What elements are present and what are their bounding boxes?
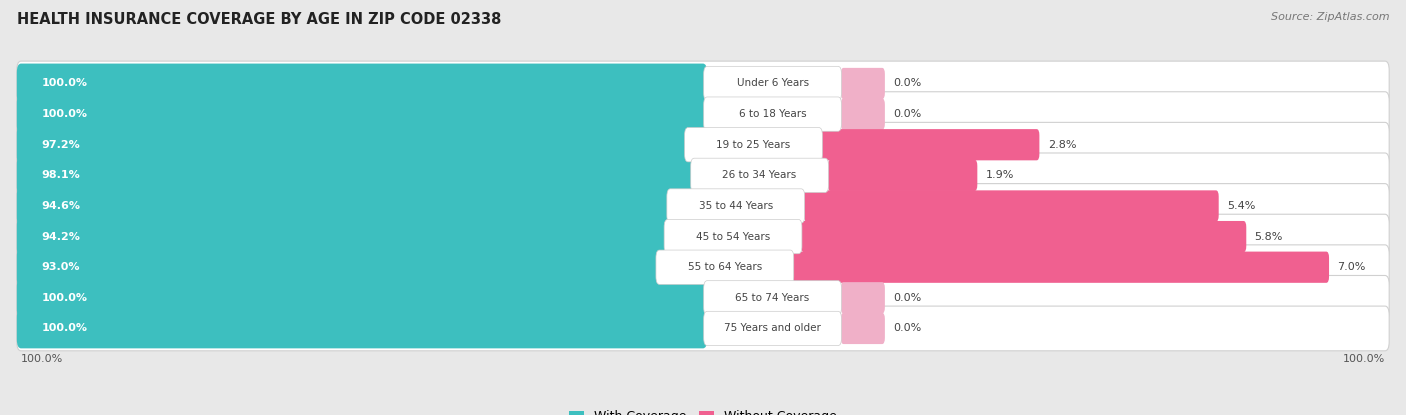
- Text: 0.0%: 0.0%: [893, 323, 921, 334]
- Text: 100.0%: 100.0%: [42, 109, 87, 119]
- Text: 55 to 64 Years: 55 to 64 Years: [688, 262, 762, 272]
- FancyBboxPatch shape: [17, 183, 1389, 228]
- Text: 100.0%: 100.0%: [21, 354, 63, 364]
- FancyBboxPatch shape: [17, 63, 707, 103]
- FancyBboxPatch shape: [17, 94, 707, 134]
- FancyBboxPatch shape: [17, 245, 1389, 290]
- Text: 19 to 25 Years: 19 to 25 Years: [717, 140, 790, 150]
- FancyBboxPatch shape: [841, 313, 884, 344]
- FancyBboxPatch shape: [17, 153, 1389, 198]
- FancyBboxPatch shape: [666, 189, 804, 223]
- FancyBboxPatch shape: [703, 281, 841, 315]
- FancyBboxPatch shape: [801, 221, 1246, 252]
- FancyBboxPatch shape: [841, 98, 884, 130]
- Text: 35 to 44 Years: 35 to 44 Years: [699, 201, 773, 211]
- FancyBboxPatch shape: [17, 247, 659, 287]
- Text: 0.0%: 0.0%: [893, 78, 921, 88]
- FancyBboxPatch shape: [17, 276, 1389, 320]
- Text: 5.8%: 5.8%: [1254, 232, 1282, 242]
- FancyBboxPatch shape: [703, 97, 841, 131]
- FancyBboxPatch shape: [17, 92, 1389, 137]
- FancyBboxPatch shape: [17, 122, 1389, 167]
- Text: 1.9%: 1.9%: [986, 170, 1014, 181]
- FancyBboxPatch shape: [657, 250, 794, 284]
- Text: 94.2%: 94.2%: [42, 232, 80, 242]
- Text: 0.0%: 0.0%: [893, 109, 921, 119]
- FancyBboxPatch shape: [17, 61, 1389, 106]
- Text: 75 Years and older: 75 Years and older: [724, 323, 821, 334]
- Text: 100.0%: 100.0%: [42, 323, 87, 334]
- FancyBboxPatch shape: [841, 68, 884, 99]
- Text: 100.0%: 100.0%: [42, 293, 87, 303]
- FancyBboxPatch shape: [703, 311, 841, 346]
- Text: 2.8%: 2.8%: [1047, 140, 1076, 150]
- Text: 93.0%: 93.0%: [42, 262, 80, 272]
- Text: HEALTH INSURANCE COVERAGE BY AGE IN ZIP CODE 02338: HEALTH INSURANCE COVERAGE BY AGE IN ZIP …: [17, 12, 502, 27]
- Text: 7.0%: 7.0%: [1337, 262, 1365, 272]
- FancyBboxPatch shape: [828, 160, 977, 191]
- FancyBboxPatch shape: [17, 156, 695, 195]
- Text: 65 to 74 Years: 65 to 74 Years: [735, 293, 810, 303]
- FancyBboxPatch shape: [804, 190, 1219, 222]
- Text: 100.0%: 100.0%: [1343, 354, 1385, 364]
- FancyBboxPatch shape: [17, 308, 707, 348]
- Text: 94.6%: 94.6%: [42, 201, 80, 211]
- FancyBboxPatch shape: [17, 125, 688, 165]
- FancyBboxPatch shape: [703, 66, 841, 100]
- FancyBboxPatch shape: [793, 251, 1329, 283]
- FancyBboxPatch shape: [17, 278, 707, 318]
- FancyBboxPatch shape: [821, 129, 1039, 160]
- FancyBboxPatch shape: [685, 127, 823, 162]
- Text: 6 to 18 Years: 6 to 18 Years: [738, 109, 807, 119]
- Text: 98.1%: 98.1%: [42, 170, 80, 181]
- Legend: With Coverage, Without Coverage: With Coverage, Without Coverage: [564, 405, 842, 415]
- Text: 26 to 34 Years: 26 to 34 Years: [723, 170, 797, 181]
- FancyBboxPatch shape: [664, 220, 801, 254]
- FancyBboxPatch shape: [690, 158, 828, 193]
- FancyBboxPatch shape: [17, 306, 1389, 351]
- Text: 0.0%: 0.0%: [893, 293, 921, 303]
- Text: Source: ZipAtlas.com: Source: ZipAtlas.com: [1271, 12, 1389, 22]
- FancyBboxPatch shape: [17, 214, 1389, 259]
- Text: 100.0%: 100.0%: [42, 78, 87, 88]
- FancyBboxPatch shape: [17, 186, 671, 226]
- FancyBboxPatch shape: [841, 282, 884, 313]
- FancyBboxPatch shape: [17, 217, 668, 256]
- Text: 5.4%: 5.4%: [1227, 201, 1256, 211]
- Text: 97.2%: 97.2%: [42, 140, 80, 150]
- Text: 45 to 54 Years: 45 to 54 Years: [696, 232, 770, 242]
- Text: Under 6 Years: Under 6 Years: [737, 78, 808, 88]
